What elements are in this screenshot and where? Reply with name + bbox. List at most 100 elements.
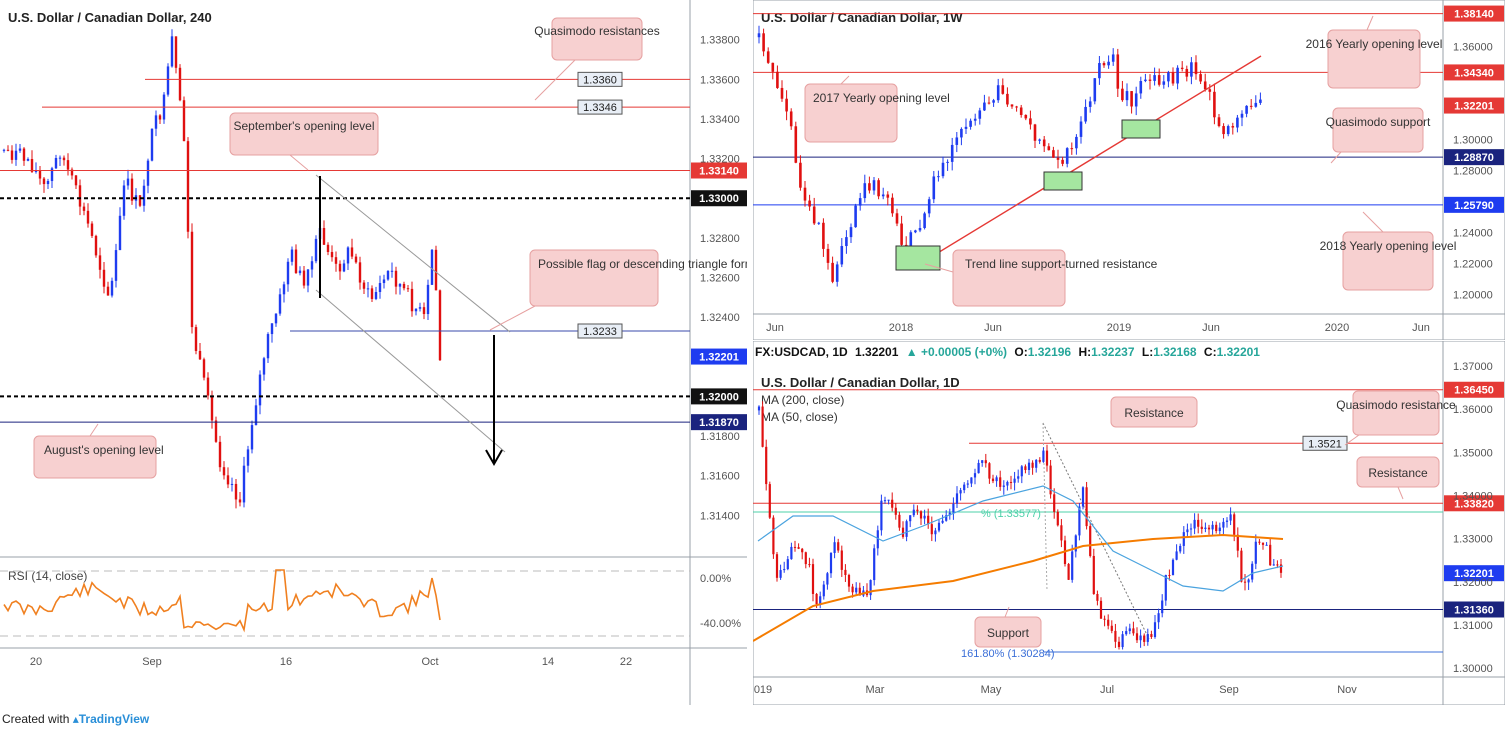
candle-body	[1164, 574, 1167, 601]
candle-body	[840, 246, 844, 265]
candle-body	[923, 515, 926, 519]
candle-body	[872, 180, 876, 191]
candle-body	[1167, 72, 1170, 82]
footer-label: Created with	[2, 712, 70, 726]
candle-body	[768, 484, 771, 518]
candle-body	[1222, 521, 1225, 528]
weekly-chart[interactable]: U.S. Dollar / Canadian Dollar, 1W 1.3814…	[752, 0, 1505, 341]
price-tag	[691, 348, 747, 365]
candle-body	[1153, 622, 1157, 638]
candle-body	[1146, 634, 1149, 642]
y-tick-label: 1.35000	[1453, 447, 1493, 459]
target-arrow-head	[485, 449, 503, 467]
candle-body	[1052, 150, 1055, 158]
candle-body	[1070, 148, 1074, 150]
candle-body	[258, 374, 262, 406]
price-tag-label: 1.32201	[1454, 568, 1494, 580]
candle-body	[326, 244, 330, 252]
candle-body	[988, 463, 991, 479]
candle-body	[883, 500, 887, 502]
symbol: FX:USDCAD, 1D	[755, 345, 848, 359]
candle-body	[1211, 524, 1214, 530]
candle-body	[873, 548, 876, 581]
candle-body	[1024, 114, 1028, 119]
candle-body	[1185, 68, 1189, 77]
callout-text: Quasimodo resistance	[1336, 398, 1456, 412]
candle-body	[960, 128, 963, 138]
h4-chart[interactable]: U.S. Dollar / Canadian Dollar, 240 1.336…	[0, 0, 781, 705]
y-tick-label: 1.22000	[1453, 259, 1493, 271]
candle-body	[1162, 81, 1166, 85]
candle-body	[262, 358, 266, 375]
candle-body	[955, 493, 959, 504]
candle-body	[984, 460, 987, 464]
candle-body	[1175, 551, 1178, 560]
weekly-levels: 1.38140 1.34340 1.32201 1.28870 1.25790	[753, 5, 1504, 213]
candle-body	[1189, 528, 1193, 530]
candle-body	[1148, 79, 1152, 81]
candle-body	[1251, 563, 1254, 580]
y-tick-label: 1.33200	[700, 154, 740, 166]
candle-body	[1254, 102, 1258, 107]
candle-body	[1243, 581, 1247, 583]
candle-body	[901, 527, 905, 537]
callout-text: Resistance	[1124, 406, 1184, 420]
candle-body	[386, 270, 390, 280]
candle-body	[877, 180, 880, 197]
candle-body	[1049, 465, 1052, 495]
candle-body	[1053, 494, 1056, 512]
candle-body	[354, 256, 358, 263]
callout-text: Possible flag or descending triangle for…	[538, 257, 747, 271]
candle-body	[981, 460, 984, 463]
candle-body	[969, 120, 972, 127]
candle-body	[844, 569, 847, 575]
daily-chart[interactable]: FX:USDCAD, 1D 1.32201 ▲ +0.00005 (+0%) O…	[752, 340, 1505, 706]
callout-text: 2016 Yearly opening level	[1306, 37, 1443, 51]
candle-body	[757, 33, 761, 38]
callout-text: September's opening level	[233, 119, 374, 133]
candle-body	[927, 199, 931, 214]
candle-body	[1009, 481, 1013, 483]
candle-body	[799, 162, 802, 188]
candle-body	[919, 511, 923, 519]
x-tick-label: Oct	[421, 656, 438, 668]
candle-body	[912, 509, 915, 516]
candle-body	[927, 515, 930, 525]
candle-body	[110, 280, 114, 296]
candle-body	[46, 181, 50, 185]
candle-body	[1061, 159, 1064, 164]
candle-body	[808, 200, 811, 207]
candle-body	[374, 292, 378, 299]
candle-body	[1247, 579, 1250, 583]
candle-body	[366, 288, 370, 290]
candle-body	[50, 168, 54, 182]
callout-text: Trend line support-turned resistance	[965, 257, 1158, 271]
price-tag	[1444, 196, 1504, 213]
candle-body	[785, 98, 788, 112]
candle-body	[1110, 625, 1113, 631]
candle-body	[122, 185, 126, 216]
candle-body	[772, 517, 775, 555]
price-tag-label: 1.32201	[1454, 101, 1494, 113]
candle-body	[186, 141, 190, 232]
candle-body	[1135, 633, 1139, 641]
candle-body	[1096, 594, 1099, 601]
candle-body	[1002, 485, 1005, 487]
candle-body	[138, 195, 142, 206]
candle-body	[414, 308, 418, 312]
candle-body	[206, 377, 210, 396]
candle-body	[270, 323, 274, 335]
candle-body	[142, 185, 146, 206]
candle-body	[1245, 105, 1248, 114]
candle-body	[797, 547, 800, 549]
candle-body	[1215, 524, 1218, 532]
candle-body	[390, 270, 394, 272]
candle-body	[955, 137, 959, 145]
green-box	[1121, 119, 1161, 139]
callout-september-open: September's opening level	[229, 112, 379, 171]
footer-credit[interactable]: Created with ▴TradingView	[2, 712, 149, 726]
price-tag-label: 1.33000	[699, 193, 739, 205]
y-tick-label: 1.20000	[1453, 290, 1493, 302]
candle-body	[1213, 91, 1216, 118]
price-tag	[691, 414, 747, 431]
